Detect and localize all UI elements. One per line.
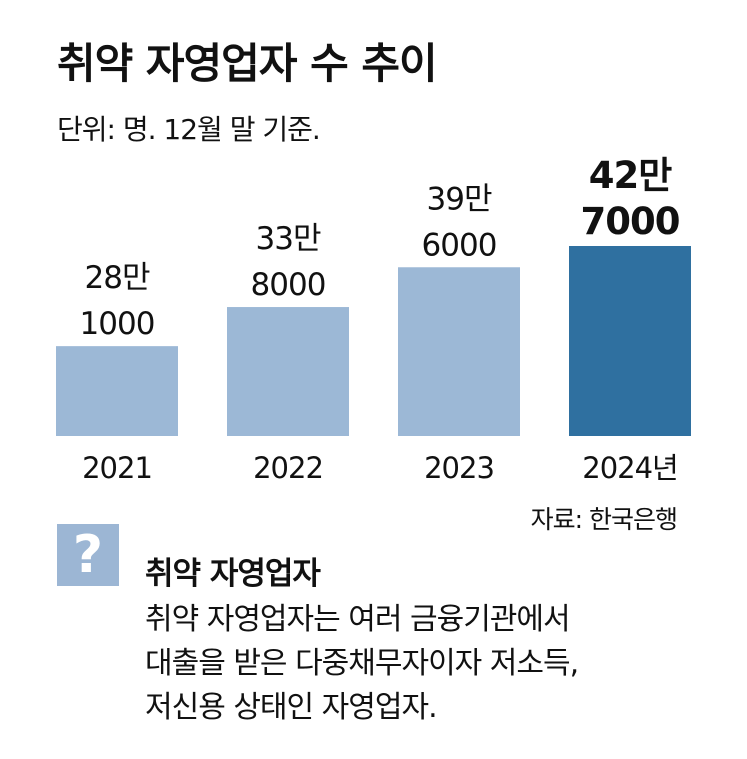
category-label: 2023 (424, 451, 494, 485)
source-note: 자료: 한국은행 (530, 505, 678, 534)
bar-2023 (398, 267, 520, 436)
definition-line: 취약 자영업자는 여러 금융기관에서 (145, 602, 571, 637)
chart-title: 취약 자영업자 수 추이 (57, 39, 438, 88)
value-label: 1000 (80, 306, 155, 342)
category-label: 2024년 (582, 451, 677, 485)
value-label: 39만 (427, 181, 492, 217)
category-label: 2021 (82, 451, 152, 485)
bar-2022 (227, 307, 349, 436)
definition-term: 취약 자영업자 (145, 556, 321, 592)
value-label: 8000 (251, 267, 326, 303)
chart-subtitle: 단위: 명. 12월 말 기준. (57, 113, 321, 146)
definition-line: 저신용 상태인 자영업자. (145, 690, 438, 725)
bar-chart: 28만 1000 2021 33만 8000 2022 39만 6000 2023 42만7000… (56, 154, 691, 485)
bar-2024년 (569, 246, 691, 436)
question-icon: ? (57, 524, 119, 586)
value-label: 42만 (589, 154, 672, 197)
category-label: 2022 (253, 451, 323, 485)
definition-line: 대출을 받은 다중채무자이자 저소득, (145, 646, 579, 681)
value-label: 33만 (256, 221, 321, 257)
value-label: 7000 (581, 200, 680, 243)
definition-text: 취약 자영업자는 여러 금융기관에서 대출을 받은 다중채무자이자 저소득, 저… (145, 598, 705, 730)
value-label: 6000 (422, 227, 497, 263)
value-label: 28만 (85, 260, 150, 296)
bar-2021 (56, 346, 178, 436)
